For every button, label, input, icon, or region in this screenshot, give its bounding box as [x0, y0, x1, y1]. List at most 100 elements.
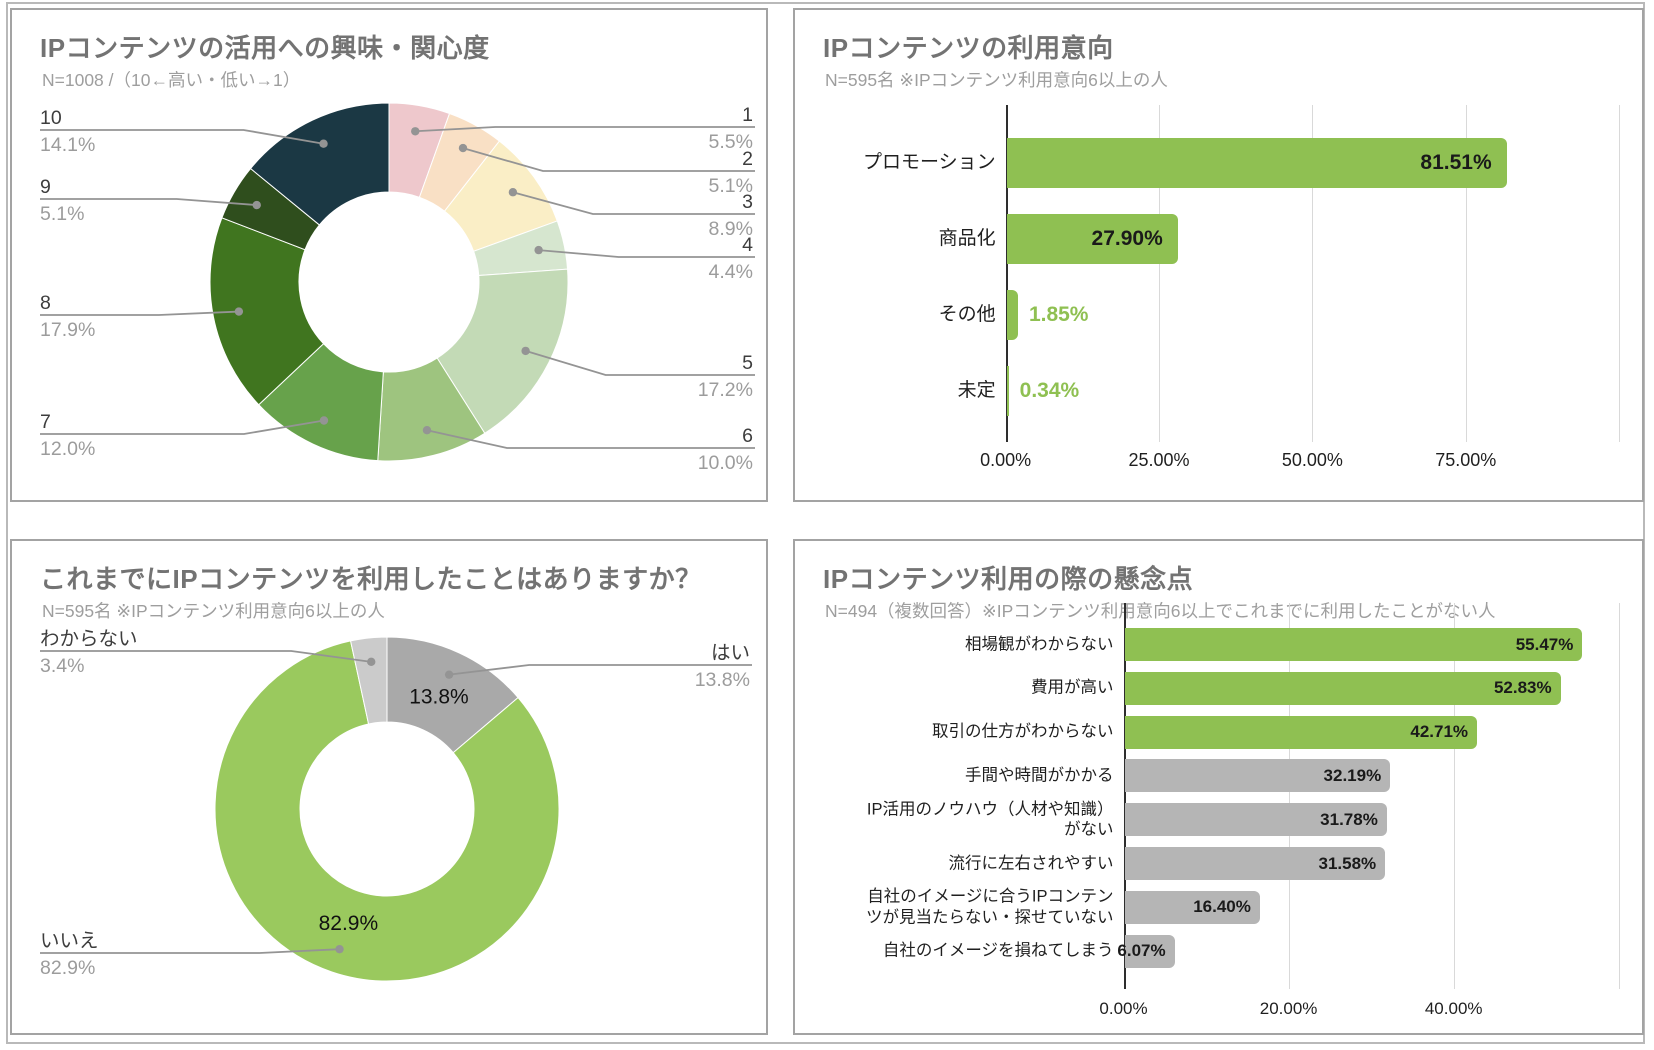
chart-title: IPコンテンツの利用意向 — [823, 33, 1114, 63]
segment-pct-label: 5.1% — [40, 203, 84, 225]
segment-name-label: いいえ — [40, 930, 99, 952]
donut-segment-5 — [436, 268, 569, 434]
bar-value-label: 31.78% — [1320, 809, 1378, 829]
x-tick-label: 25.00% — [1128, 450, 1190, 470]
leader-dot — [422, 426, 432, 435]
bar-category-label: プロモーション — [862, 152, 996, 174]
segment-pct-label: 10.0% — [698, 452, 753, 474]
donut-chart-interest: 15.5%25.1%38.9%44.4%517.2%610.0%712.0%81… — [40, 102, 755, 474]
leader-dot — [319, 416, 329, 425]
bar-value-label: 1.85% — [1028, 303, 1089, 326]
donut-segment-8 — [209, 217, 325, 406]
leader-line — [40, 129, 324, 145]
chart-subtitle: N=595名 ※IPコンテンツ利用意向6以上の人 — [42, 601, 385, 621]
segment-name-label: 1 — [742, 104, 753, 126]
leader-dot — [534, 245, 543, 255]
leader-line — [512, 191, 755, 215]
bar-0 — [1124, 628, 1583, 661]
segment-pct-label: 82.9% — [40, 957, 95, 979]
bar-category-label: その他 — [938, 304, 996, 326]
bar-5 — [1124, 847, 1386, 880]
bar-chart-intent: プロモーション 81.51% 商品化 27.90% その他 1.85% 未定 0.34% 0.0… — [795, 10, 1642, 500]
bar-value-label: 31.58% — [1318, 853, 1377, 873]
bar-category-label: 相場観がわからない — [965, 635, 1114, 654]
x-tick-label: 20.00% — [1259, 999, 1318, 1018]
segment-pct-label: 14.1% — [40, 134, 95, 156]
bar-category-label: 費用が高い — [1031, 678, 1114, 697]
bar-category-label: 自社のイメージに合うIPコンテン ツが見当たらない・探せていない — [866, 887, 1114, 927]
chart-title: IPコンテンツ利用の際の懸念点 — [823, 564, 1194, 594]
leader-dot — [458, 143, 468, 153]
leader-line — [538, 249, 755, 258]
segment-pct-label: 5.5% — [709, 131, 753, 153]
segment-name-label: 4 — [742, 234, 753, 256]
bar-2 — [1124, 715, 1478, 749]
bar-6 — [1124, 890, 1260, 924]
segment-name-label: 9 — [40, 176, 51, 198]
segment-name-label: はい — [711, 642, 750, 664]
axis-baseline — [1123, 603, 1126, 989]
chart-subtitle: N=595名 ※IPコンテンツ利用意向6以上の人 — [825, 70, 1168, 90]
bar-7 — [1124, 934, 1175, 968]
leader-dot — [521, 346, 530, 356]
chart-title: これまでにIPコンテンツを利用したことはありますか？ — [40, 564, 702, 594]
leader-line — [40, 198, 257, 206]
segment-name-label: 5 — [742, 352, 753, 374]
chart-subtitle: N=494（複数回答）※IPコンテンツ利用意向6以上でこれまでに利用したことがな… — [825, 601, 1496, 621]
bar-3 — [1124, 759, 1391, 793]
panel-concerns-bars: IPコンテンツ利用の際の懸念点 N=494（複数回答）※IPコンテンツ利用意向6… — [793, 539, 1644, 1035]
x-tick-label: 0.00% — [980, 450, 1032, 470]
leader-dot — [444, 670, 454, 679]
outer-frame — [6, 2, 1645, 1044]
bar-category-label: 流行に左右されやすい — [948, 854, 1114, 873]
bar-1 — [1006, 214, 1178, 264]
bar-category-label: 未定 — [957, 380, 996, 402]
leader-line — [415, 126, 755, 133]
bar-category-label: 自社のイメージを損ねてしまう — [882, 941, 1114, 960]
bar-2 — [1006, 290, 1018, 340]
gridline-50 — [1312, 105, 1314, 442]
bar-category-label: 手間や時間がかかる — [965, 766, 1114, 785]
segment-name-label: 2 — [742, 148, 753, 170]
bar-value-label: 42.71% — [1410, 722, 1469, 742]
segment-name-label: 6 — [742, 425, 753, 447]
bar-1 — [1124, 671, 1561, 705]
gridline-25 — [1158, 105, 1160, 442]
bar-value-label: 55.47% — [1515, 634, 1574, 654]
bar-value-label: 0.34% — [1019, 379, 1080, 402]
leader-dot — [508, 188, 518, 197]
bar-chart-concerns: 相場観がわからない 55.47% 費用が高い 52.83% 取引の仕方がわからない 42.… — [795, 541, 1642, 1033]
axis-baseline — [1005, 105, 1008, 442]
bar-3 — [1006, 366, 1009, 416]
bar-value-label: 27.90% — [1091, 227, 1163, 250]
segment-pct-label: 12.0% — [40, 438, 95, 460]
donut-inside-value: 82.9% — [319, 912, 379, 935]
bar-category-label: 取引の仕方がわからない — [932, 722, 1114, 741]
leader-line — [525, 350, 755, 376]
panel-used-donut: これまでにIPコンテンツを利用したことはありますか？ N=595名 ※IPコンテ… — [10, 539, 768, 1035]
panel-intent-bars: IPコンテンツの利用意向 N=595名 ※IPコンテンツ利用意向6以上の人 プロ… — [793, 8, 1644, 502]
donut-segment-いいえ — [214, 640, 560, 982]
leader-line — [40, 310, 239, 316]
leader-line — [462, 147, 755, 172]
bar-value-label: 52.83% — [1493, 678, 1552, 698]
leader-dot — [252, 200, 261, 210]
bar-0 — [1006, 138, 1507, 188]
leader-line — [40, 948, 340, 954]
bar-category-label: 商品化 — [938, 228, 996, 250]
bar-value-label: 32.19% — [1323, 765, 1382, 785]
leader-dot — [411, 127, 420, 136]
x-tick-label: 0.00% — [1099, 999, 1148, 1018]
gridline-60 — [1618, 603, 1620, 989]
segment-pct-label: 13.8% — [695, 669, 750, 691]
bar-value-label: 6.07% — [1117, 941, 1166, 961]
segment-name-label: 8 — [40, 292, 51, 314]
leader-dot — [319, 139, 328, 148]
bar-4 — [1124, 803, 1387, 837]
segment-pct-label: 17.9% — [40, 319, 95, 341]
bar-value-label: 81.51% — [1420, 151, 1492, 174]
leader-line — [449, 664, 752, 676]
segment-name-label: わからない — [40, 628, 138, 650]
segment-pct-label: 17.2% — [698, 379, 753, 401]
